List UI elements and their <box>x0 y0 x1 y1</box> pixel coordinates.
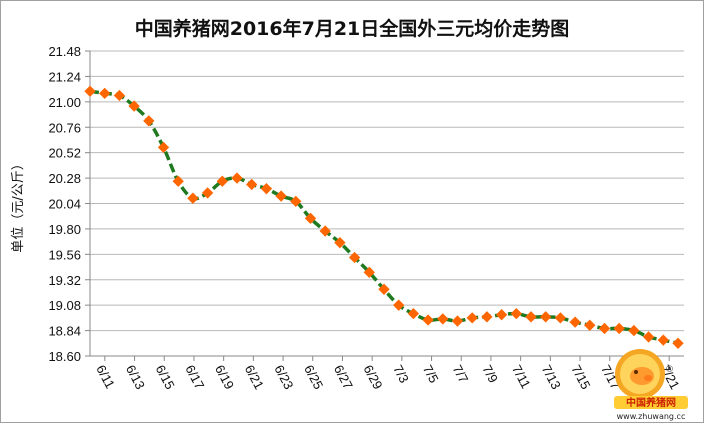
y-tick-label: 20.52 <box>48 146 81 161</box>
data-point <box>334 237 346 249</box>
data-point <box>642 331 655 343</box>
axes <box>85 50 684 361</box>
x-tick-label: 7/9 <box>479 362 501 385</box>
y-tick-label: 21.00 <box>48 95 81 110</box>
data-point <box>246 178 258 191</box>
data-point <box>554 312 567 324</box>
y-tick-label: 21.24 <box>48 69 81 84</box>
x-tick-label: 6/17 <box>182 362 207 391</box>
data-point <box>451 315 464 327</box>
data-point <box>393 299 405 311</box>
y-tick-label: 18.84 <box>48 324 81 339</box>
x-tick-label: 7/5 <box>420 362 442 385</box>
x-tick-label: 6/29 <box>361 362 386 391</box>
x-tick-label: 7/15 <box>568 362 593 391</box>
logo-url: www.zhuwang.cc <box>617 412 686 421</box>
y-tick-label: 19.08 <box>48 298 81 313</box>
x-tick-label: 7/7 <box>450 362 472 385</box>
x-tick-label: 6/13 <box>123 362 148 391</box>
data-point <box>201 187 214 199</box>
data-point <box>510 307 522 320</box>
x-tick-label: 6/11 <box>93 362 118 391</box>
data-point <box>495 309 508 321</box>
x-tick-label: 6/21 <box>242 362 267 391</box>
data-point <box>231 172 243 184</box>
data-point <box>275 190 287 202</box>
data-point <box>304 212 317 224</box>
data-point <box>481 311 493 323</box>
y-tick-label: 20.76 <box>48 120 81 135</box>
data-point <box>598 322 611 335</box>
x-tick-label: 6/25 <box>301 362 326 391</box>
y-tick-label: 19.32 <box>48 273 81 288</box>
y-axis-label: 单位（元/公斤） <box>11 157 26 252</box>
x-tick-label: 6/19 <box>212 362 237 391</box>
y-tick-label: 20.04 <box>48 197 81 212</box>
series-markers <box>84 85 684 349</box>
y-tick-labels: 21.48 21.24 21.00 20.76 20.52 20.28 20.04 19.80… <box>48 44 81 364</box>
data-point <box>540 311 552 323</box>
y-tick-label: 20.28 <box>48 171 81 186</box>
data-point <box>657 334 669 346</box>
x-tick-label: 7/3 <box>390 362 412 385</box>
data-point <box>422 314 434 326</box>
zhuwang-logo: ® 中国养猪网 www.zhuwang.cc <box>612 344 690 422</box>
data-point <box>407 307 420 320</box>
x-tick-labels: 6/11 6/13 6/15 6/17 6/19 6/21 6/23 6/25 6/27 6/29… <box>93 362 682 391</box>
registered-mark: ® <box>665 365 674 375</box>
y-tick-label: 21.48 <box>48 44 81 59</box>
gridlines <box>90 50 684 357</box>
logo-text: 中国养猪网 <box>626 396 676 409</box>
data-point <box>260 183 273 195</box>
data-point <box>437 313 449 325</box>
x-tick-label: 6/23 <box>271 362 296 391</box>
data-point <box>99 87 111 100</box>
data-point <box>584 319 596 331</box>
data-point <box>466 312 478 324</box>
x-tick-label: 6/27 <box>331 362 356 391</box>
data-point <box>363 266 375 278</box>
y-tick-label: 18.60 <box>48 349 81 364</box>
data-point <box>113 89 126 102</box>
data-point <box>172 175 184 187</box>
data-point <box>84 85 96 97</box>
chart-title: 中国养猪网2016年7月21日全国外三元均价走势图 <box>134 18 570 40</box>
data-point <box>319 225 331 237</box>
x-tick-label: 7/13 <box>539 362 564 391</box>
data-point <box>187 192 199 204</box>
data-point <box>143 115 155 127</box>
data-point <box>672 337 684 349</box>
data-point <box>290 195 302 208</box>
data-point <box>216 175 228 187</box>
data-point <box>613 322 625 335</box>
data-point <box>378 283 390 295</box>
y-tick-label: 19.80 <box>48 222 81 237</box>
data-point <box>525 311 537 323</box>
x-tick-label: 7/11 <box>509 362 534 391</box>
x-tick-label: 6/15 <box>153 362 178 391</box>
y-tick-label: 19.56 <box>48 247 81 262</box>
data-point <box>157 141 170 154</box>
data-point <box>628 324 640 337</box>
data-point <box>569 316 581 328</box>
